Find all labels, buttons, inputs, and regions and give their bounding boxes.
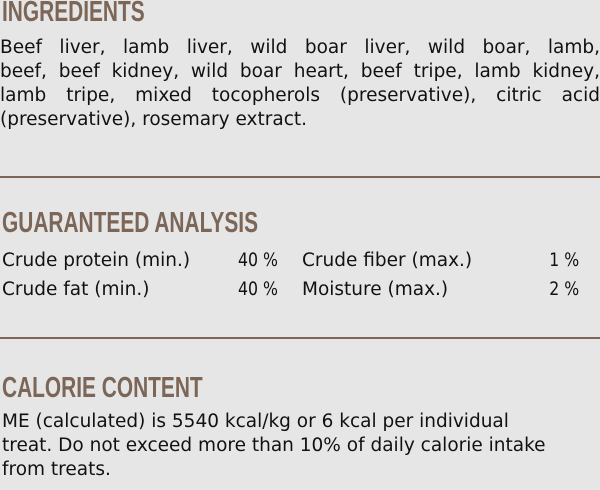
analysis-label: Moisture (max.) [302,279,449,300]
analysis-label: Crude fiber (max.) [302,250,473,271]
analysis-heading: GUARANTEED ANALYSIS [2,207,259,239]
analysis-value: 40 % [238,279,278,300]
calorie-line: ME (calculated) is 5540 kcal/kg or 6 kca… [2,411,509,432]
ingredients-line: (preservative), rosemary extract. [0,109,307,130]
analysis-label: Crude protein (min.) [2,250,191,271]
divider [0,176,600,178]
calorie-line: from treats. [2,459,111,480]
analysis-label: Crude fat (min.) [2,279,150,300]
analysis-value: 2 % [549,279,579,300]
ingredients-line: Beef liver, lamb liver, wild boar liver,… [0,37,600,58]
analysis-value: 40 % [238,250,278,271]
divider [0,337,600,339]
analysis-value: 1 % [549,250,579,271]
calorie-heading: CALORIE CONTENT [2,372,203,404]
ingredients-line: beef, beef kidney, wild boar heart, beef… [0,61,600,82]
ingredients-heading: INGREDIENTS [2,0,145,28]
calorie-line: treat. Do not exceed more than 10% of da… [2,435,546,456]
ingredients-line: lamb tripe, mixed tocopherols (preservat… [0,85,600,106]
